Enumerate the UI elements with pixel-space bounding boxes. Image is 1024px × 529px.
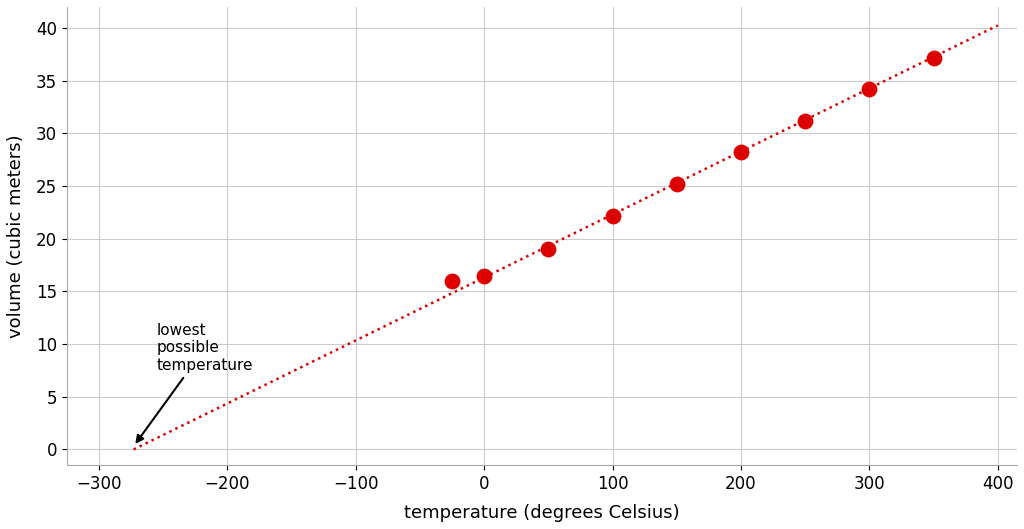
Point bbox=[669, 180, 685, 188]
X-axis label: temperature (degrees Celsius): temperature (degrees Celsius) bbox=[404, 504, 680, 522]
Point bbox=[444, 277, 461, 285]
Text: lowest
possible
temperature: lowest possible temperature bbox=[136, 323, 253, 442]
Y-axis label: volume (cubic meters): volume (cubic meters) bbox=[7, 134, 25, 338]
Point bbox=[541, 245, 557, 253]
Point bbox=[926, 53, 942, 62]
Point bbox=[861, 85, 878, 93]
Point bbox=[797, 116, 813, 125]
Point bbox=[476, 271, 493, 280]
Point bbox=[733, 148, 750, 157]
Point bbox=[604, 211, 621, 220]
